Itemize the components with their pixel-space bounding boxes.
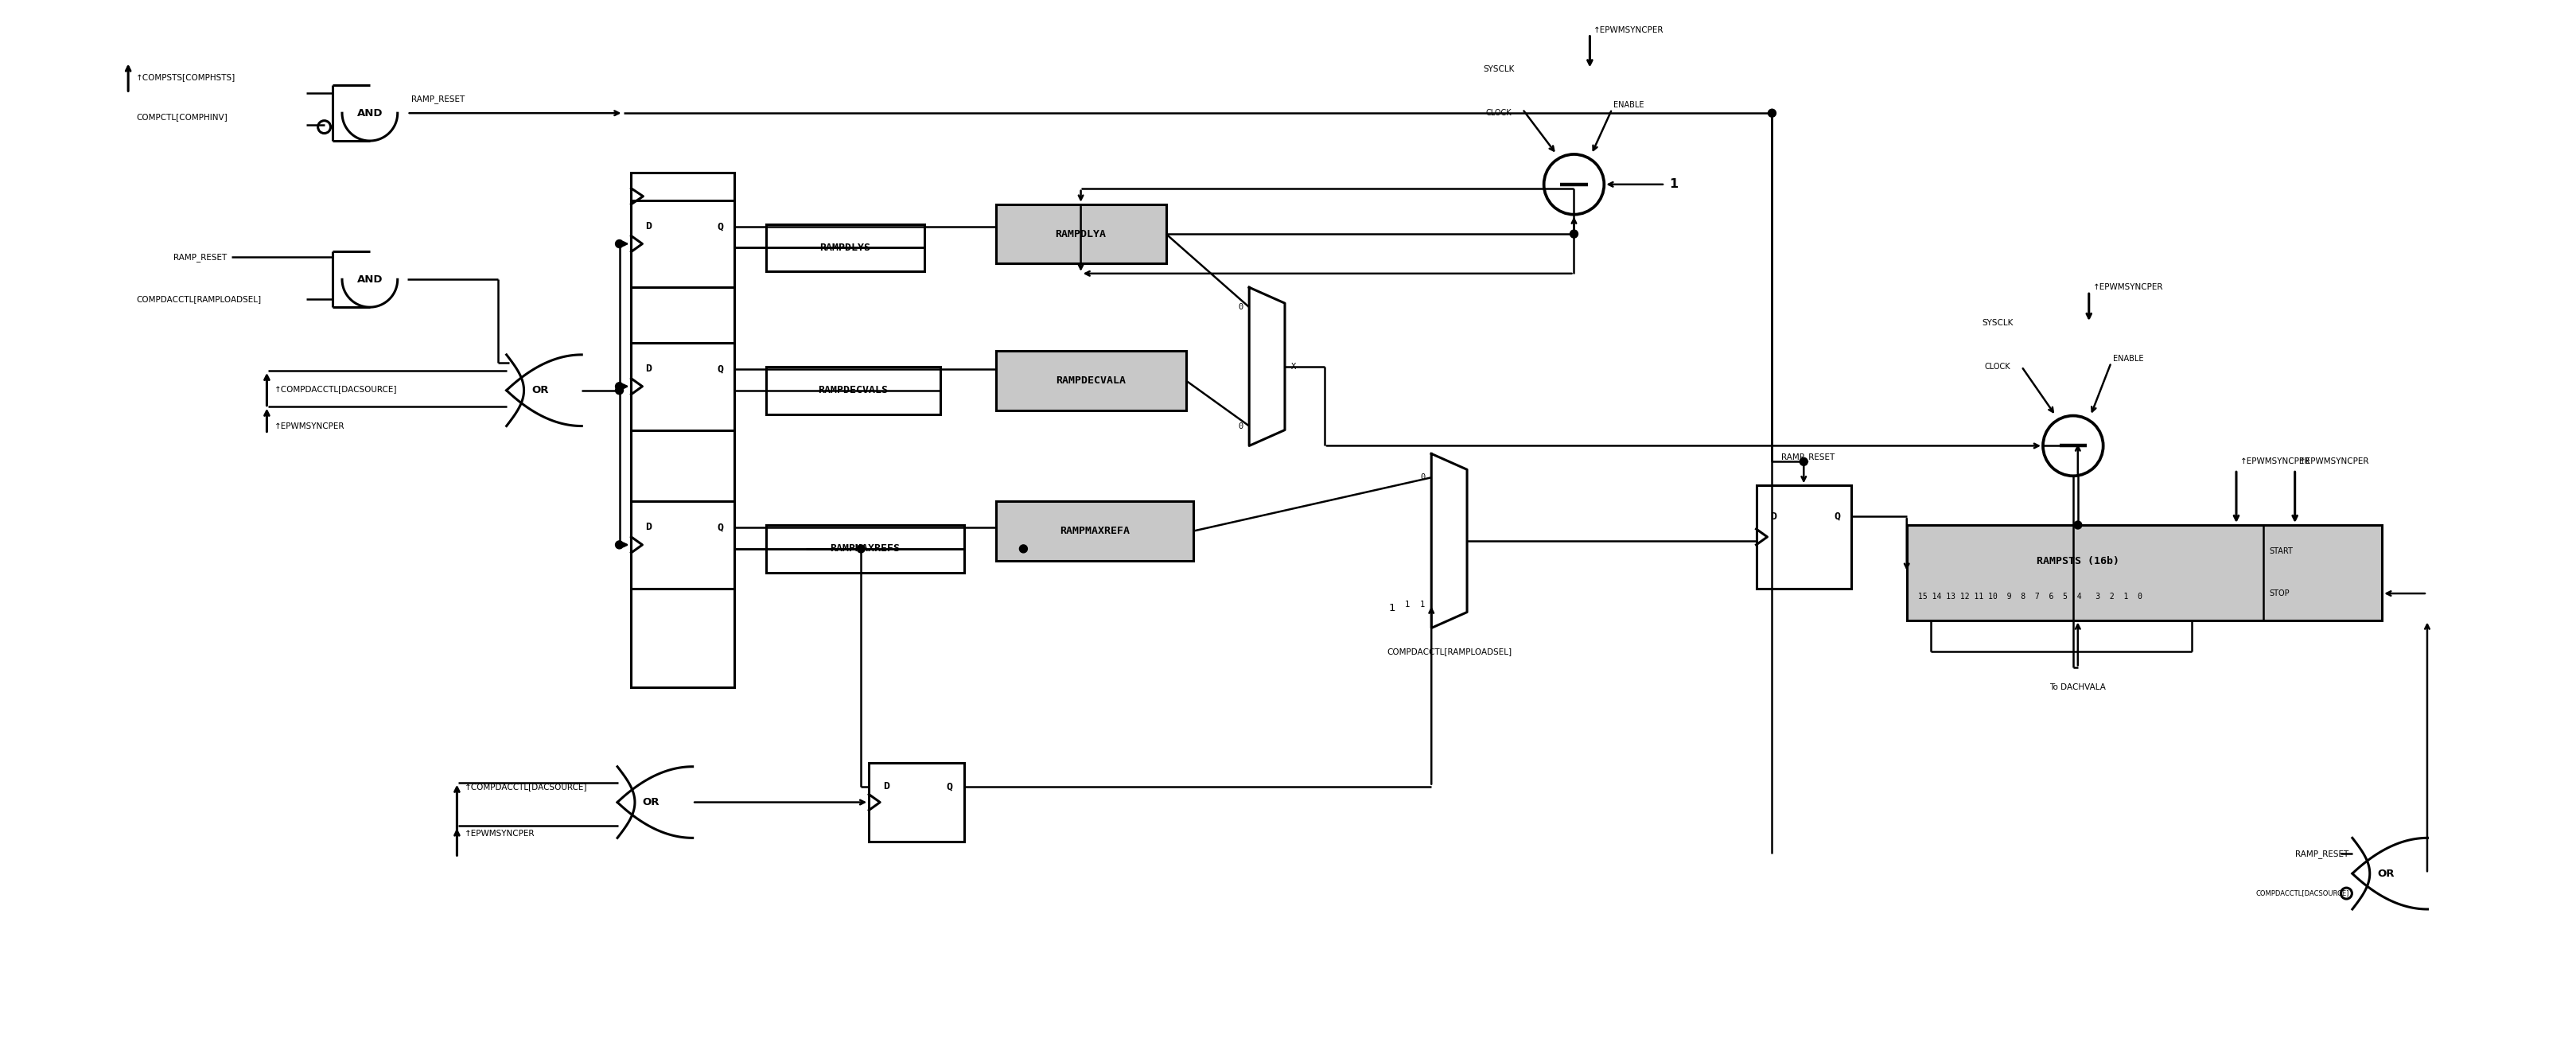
- Text: RAMP_RESET: RAMP_RESET: [2295, 850, 2349, 858]
- Circle shape: [1767, 110, 1775, 117]
- Bar: [997, 204, 1167, 264]
- Text: CLOCK: CLOCK: [1986, 363, 2012, 371]
- Text: 0: 0: [1239, 422, 1242, 430]
- Text: ENABLE: ENABLE: [2112, 355, 2143, 363]
- Bar: [997, 351, 1185, 410]
- Text: START: START: [2269, 548, 2293, 555]
- Text: Q: Q: [945, 781, 953, 792]
- Text: 0: 0: [1419, 473, 1425, 482]
- Bar: [631, 200, 734, 288]
- Text: D: D: [1770, 511, 1777, 522]
- Bar: [868, 763, 963, 842]
- Text: To DACHVALA: To DACHVALA: [2050, 683, 2107, 691]
- Bar: [765, 525, 963, 572]
- Text: ENABLE: ENABLE: [1613, 101, 1643, 110]
- Text: RAMP_RESET: RAMP_RESET: [412, 95, 464, 103]
- Text: RAMPMAXREFA: RAMPMAXREFA: [1059, 526, 1131, 536]
- Circle shape: [858, 545, 866, 552]
- Text: RAMPDLYA: RAMPDLYA: [1056, 229, 1105, 239]
- Circle shape: [1801, 457, 1808, 466]
- Text: STOP: STOP: [2269, 589, 2290, 598]
- Circle shape: [616, 383, 623, 390]
- Bar: [1906, 525, 2383, 620]
- Text: COMPDACCTL[DACSOURCE]: COMPDACCTL[DACSOURCE]: [2257, 890, 2349, 897]
- Bar: [997, 502, 1193, 561]
- Text: 15 14 13 12 11 10  9  8  7  6  5  4   3  2  1  0: 15 14 13 12 11 10 9 8 7 6 5 4 3 2 1 0: [1917, 592, 2143, 601]
- Bar: [631, 502, 734, 588]
- Text: RAMPMAXREFS: RAMPMAXREFS: [829, 544, 899, 554]
- Text: RAMPDLYS: RAMPDLYS: [819, 242, 871, 253]
- Text: D: D: [647, 522, 652, 532]
- Text: Q: Q: [716, 221, 724, 232]
- Circle shape: [616, 387, 623, 394]
- Text: Q: Q: [1834, 511, 1839, 522]
- Text: ↑COMPDACCTL[DACSOURCE]: ↑COMPDACCTL[DACSOURCE]: [276, 385, 397, 393]
- Text: RAMPDECVALA: RAMPDECVALA: [1056, 375, 1126, 386]
- Text: COMPCTL[COMPHINV]: COMPCTL[COMPHINV]: [137, 113, 227, 121]
- Text: AND: AND: [358, 274, 384, 285]
- Text: ↑EPWMSYNCPER: ↑EPWMSYNCPER: [2241, 457, 2311, 466]
- Text: D: D: [647, 221, 652, 232]
- Text: ↑COMPDACCTL[DACSOURCE]: ↑COMPDACCTL[DACSOURCE]: [464, 782, 587, 790]
- Text: OR: OR: [531, 385, 549, 395]
- Text: COMPDACCTL[RAMPLOADSEL]: COMPDACCTL[RAMPLOADSEL]: [1386, 648, 1512, 656]
- Circle shape: [616, 541, 623, 549]
- Circle shape: [1569, 230, 1579, 238]
- Text: Q: Q: [716, 522, 724, 532]
- Text: D: D: [647, 364, 652, 374]
- Text: ↑EPWMSYNCPER: ↑EPWMSYNCPER: [1595, 26, 1664, 34]
- Text: 1: 1: [1404, 601, 1409, 608]
- Circle shape: [1020, 545, 1028, 552]
- Bar: [631, 173, 734, 687]
- Text: 0: 0: [1239, 304, 1242, 311]
- Bar: [1757, 486, 1852, 588]
- Text: SYSCLK: SYSCLK: [1484, 65, 1515, 74]
- Circle shape: [2074, 521, 2081, 529]
- Text: ↑EPWMSYNCPER: ↑EPWMSYNCPER: [464, 829, 536, 838]
- Text: X: X: [1291, 363, 1296, 371]
- Bar: [765, 225, 925, 272]
- Text: ↑EPWMSYNCPER: ↑EPWMSYNCPER: [2092, 284, 2164, 291]
- Text: OR: OR: [2378, 868, 2396, 879]
- Circle shape: [616, 240, 623, 248]
- Text: AND: AND: [358, 108, 384, 118]
- Text: SYSCLK: SYSCLK: [1981, 319, 2014, 327]
- Text: CLOCK: CLOCK: [1486, 110, 1512, 117]
- Text: D: D: [884, 781, 889, 792]
- Text: 1: 1: [1669, 178, 1677, 191]
- Text: OR: OR: [641, 797, 659, 807]
- Text: COMPDACCTL[RAMPLOADSEL]: COMPDACCTL[RAMPLOADSEL]: [137, 295, 260, 304]
- Text: RAMPSTS (16b): RAMPSTS (16b): [2038, 555, 2120, 566]
- Text: RAMP_RESET: RAMP_RESET: [173, 253, 227, 261]
- Text: ↑EPWMSYNCPER: ↑EPWMSYNCPER: [2298, 457, 2370, 466]
- Text: Q: Q: [716, 364, 724, 374]
- Bar: [765, 367, 940, 414]
- Text: RAMP_RESET: RAMP_RESET: [1780, 453, 1834, 462]
- Text: ↑EPWMSYNCPER: ↑EPWMSYNCPER: [276, 422, 345, 430]
- Text: 1: 1: [1388, 603, 1396, 613]
- Text: RAMPDECVALS: RAMPDECVALS: [819, 385, 889, 395]
- Text: 1: 1: [1419, 601, 1425, 608]
- Text: ↑COMPSTS[COMPHSTS]: ↑COMPSTS[COMPHSTS]: [137, 74, 237, 81]
- Bar: [631, 343, 734, 430]
